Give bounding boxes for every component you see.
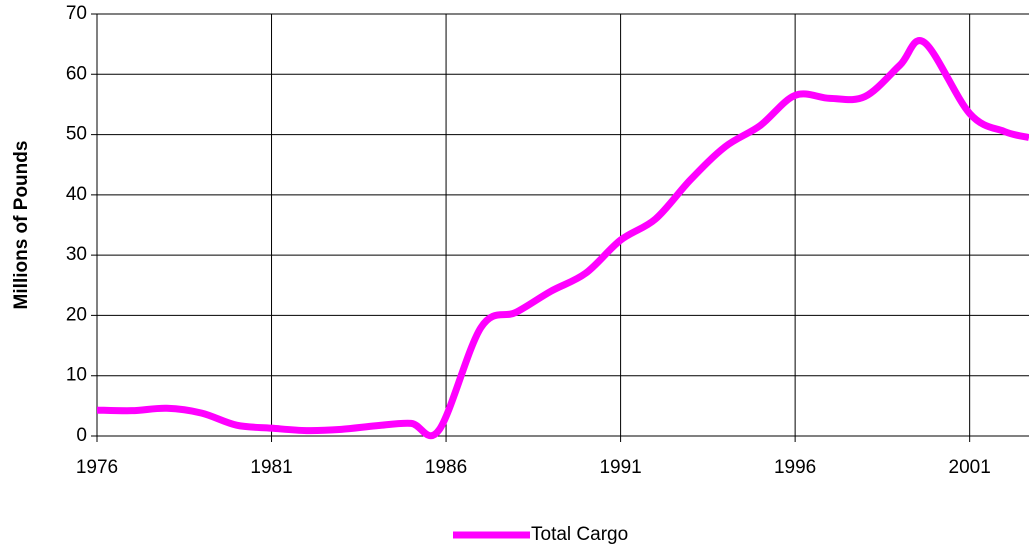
x-tick-label: 2001 [949,457,991,478]
legend-label: Total Cargo [531,524,628,545]
data-line [97,37,1029,440]
x-tick-label: 1991 [599,457,641,478]
x-tick-label: 1981 [250,457,292,478]
y-tick-label: 20 [66,304,87,325]
y-tick-label: 60 [66,63,87,84]
y-tick-label: 50 [66,124,87,145]
x-tick-label: 1976 [76,457,118,478]
y-tick-label: 30 [66,244,87,265]
y-tick-label: 10 [66,365,87,386]
y-tick-label: 40 [66,184,87,205]
y-tick-label: 0 [76,425,87,446]
y-axis-label: Millions of Pounds [11,141,32,310]
y-tick-label: 70 [66,3,87,24]
x-tick-label: 1986 [425,457,467,478]
x-tick-label: 1996 [774,457,816,478]
